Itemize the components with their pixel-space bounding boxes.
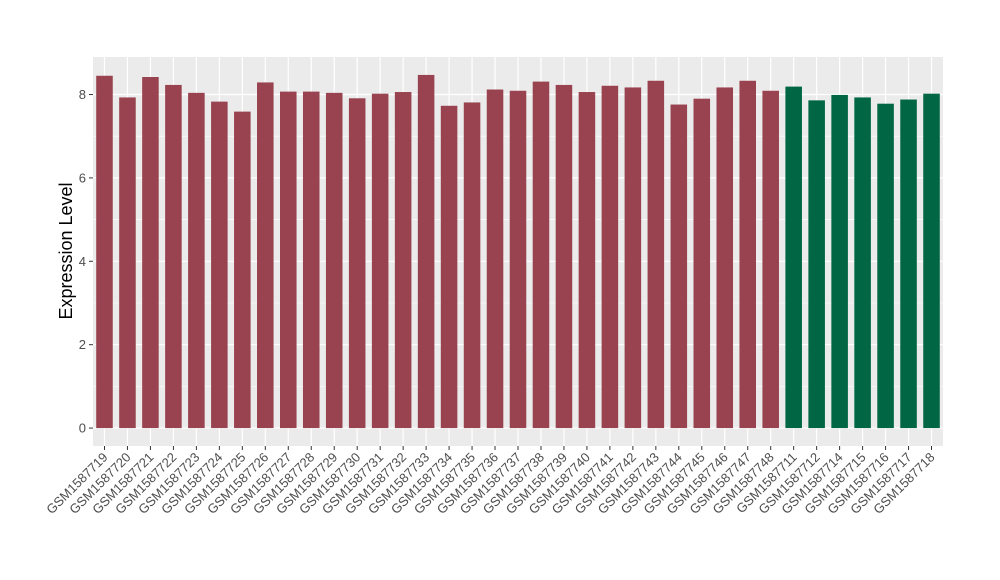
y-tick-label: 0: [79, 421, 86, 436]
bar-GSM1587732: [394, 92, 412, 429]
bar-GSM1587745: [693, 98, 711, 429]
bar-GSM1587720: [119, 97, 136, 429]
bar-GSM1587725: [234, 111, 251, 429]
bar-GSM1587724: [211, 101, 228, 429]
bar-GSM1587743: [647, 80, 665, 429]
bar-GSM1587715: [854, 97, 871, 429]
bar-GSM1587741: [601, 85, 619, 429]
bar-GSM1587726: [257, 82, 274, 429]
y-tick-label: 6: [79, 170, 86, 185]
bar-GSM1587722: [165, 84, 182, 429]
bar-GSM1587719: [96, 75, 113, 429]
y-axis: 0 2 4 6 8: [79, 87, 93, 436]
x-axis: GSM1587719GSM1587720GSM1587721GSM1587722…: [43, 446, 938, 517]
y-tick-label: 2: [79, 337, 86, 352]
bar-GSM1587735: [463, 102, 481, 429]
bar-GSM1587721: [142, 77, 159, 429]
bar-GSM1587736: [486, 89, 504, 429]
bar-GSM1587731: [371, 93, 389, 429]
bar-GSM1587739: [555, 84, 573, 429]
bar-GSM1587738: [532, 81, 550, 429]
y-tick-label: 8: [79, 87, 86, 102]
bar-GSM1587714: [831, 94, 848, 429]
bar-GSM1587733: [417, 74, 435, 429]
bar-GSM1587737: [509, 90, 527, 429]
bar-GSM1587746: [716, 87, 734, 429]
bar-GSM1587740: [578, 92, 596, 429]
bar-GSM1587747: [739, 80, 756, 429]
bar-GSM1587748: [762, 90, 779, 429]
bar-GSM1587729: [325, 92, 343, 429]
bar-GSM1587711: [785, 86, 802, 429]
bar-GSM1587718: [923, 93, 940, 429]
bar-GSM1587717: [900, 99, 917, 429]
bar-GSM1587716: [877, 103, 894, 429]
bar-GSM1587742: [624, 87, 642, 429]
bar-GSM1587734: [440, 105, 458, 429]
bar-GSM1587744: [670, 104, 688, 429]
bar-GSM1587730: [348, 98, 366, 429]
bar-GSM1587727: [280, 91, 297, 429]
bar-GSM1587723: [188, 92, 205, 429]
y-tick-label: 4: [79, 254, 86, 269]
y-axis-title: Expression Level: [56, 182, 76, 319]
bar-GSM1587712: [808, 100, 825, 429]
bar-GSM1587728: [302, 91, 320, 429]
bars-group: [96, 74, 940, 429]
